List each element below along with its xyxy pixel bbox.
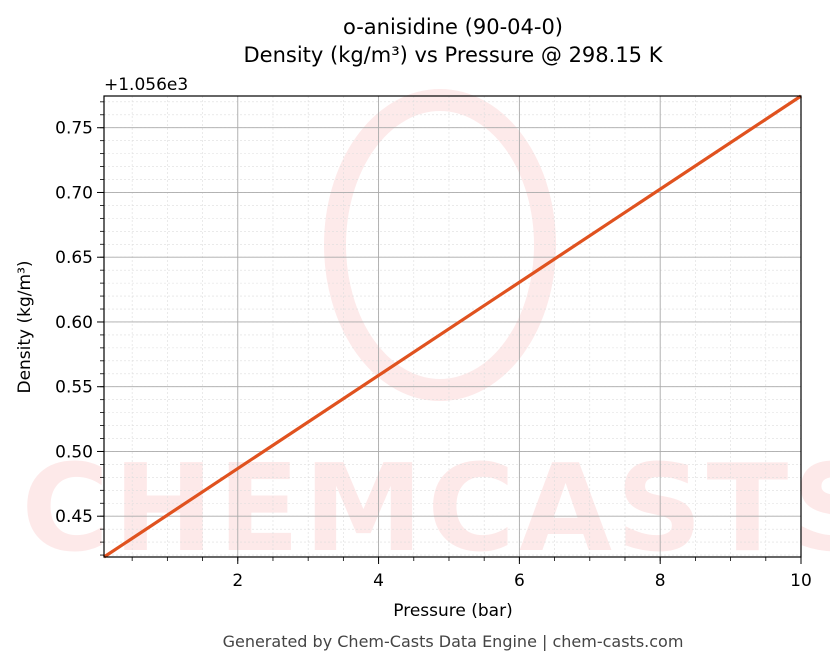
y-tick-label: 0.60 [55, 313, 93, 333]
chemcasts-watermark-logo: CHEMCASTS [21, 89, 830, 579]
x-tick-label: 10 [790, 571, 812, 591]
y-tick-label: 0.45 [55, 507, 93, 527]
chart-subtitle: Density (kg/m³) vs Pressure @ 298.15 K [243, 43, 663, 67]
svg-text:CHEMCASTS: CHEMCASTS [21, 440, 830, 579]
x-tick-label: 2 [232, 571, 243, 591]
x-tick-label: 8 [655, 571, 666, 591]
density-line [103, 94, 802, 559]
plot-frame [103, 95, 802, 558]
y-tick-label: 0.75 [55, 119, 93, 139]
y-axis-label: Density (kg/m³) [15, 260, 35, 393]
x-axis-label: Pressure (bar) [393, 601, 512, 621]
grid [104, 96, 802, 557]
x-tick-label: 6 [514, 571, 525, 591]
chart-title: o-anisidine (90-04-0) [343, 15, 563, 39]
series [103, 94, 802, 559]
y-offset-label: +1.056e3 [104, 75, 188, 95]
footer-text: Generated by Chem-Casts Data Engine | ch… [223, 632, 684, 651]
y-tick-label: 0.55 [55, 378, 93, 398]
y-tick-label: 0.65 [55, 248, 93, 268]
x-tick-label: 4 [373, 571, 384, 591]
y-tick-label: 0.50 [55, 442, 93, 462]
y-tick-label: 0.70 [55, 183, 93, 203]
axes: 2 4 6 8 10 0.45 0.50 0.55 0.60 0.65 0.70 0.75 [55, 101, 812, 591]
